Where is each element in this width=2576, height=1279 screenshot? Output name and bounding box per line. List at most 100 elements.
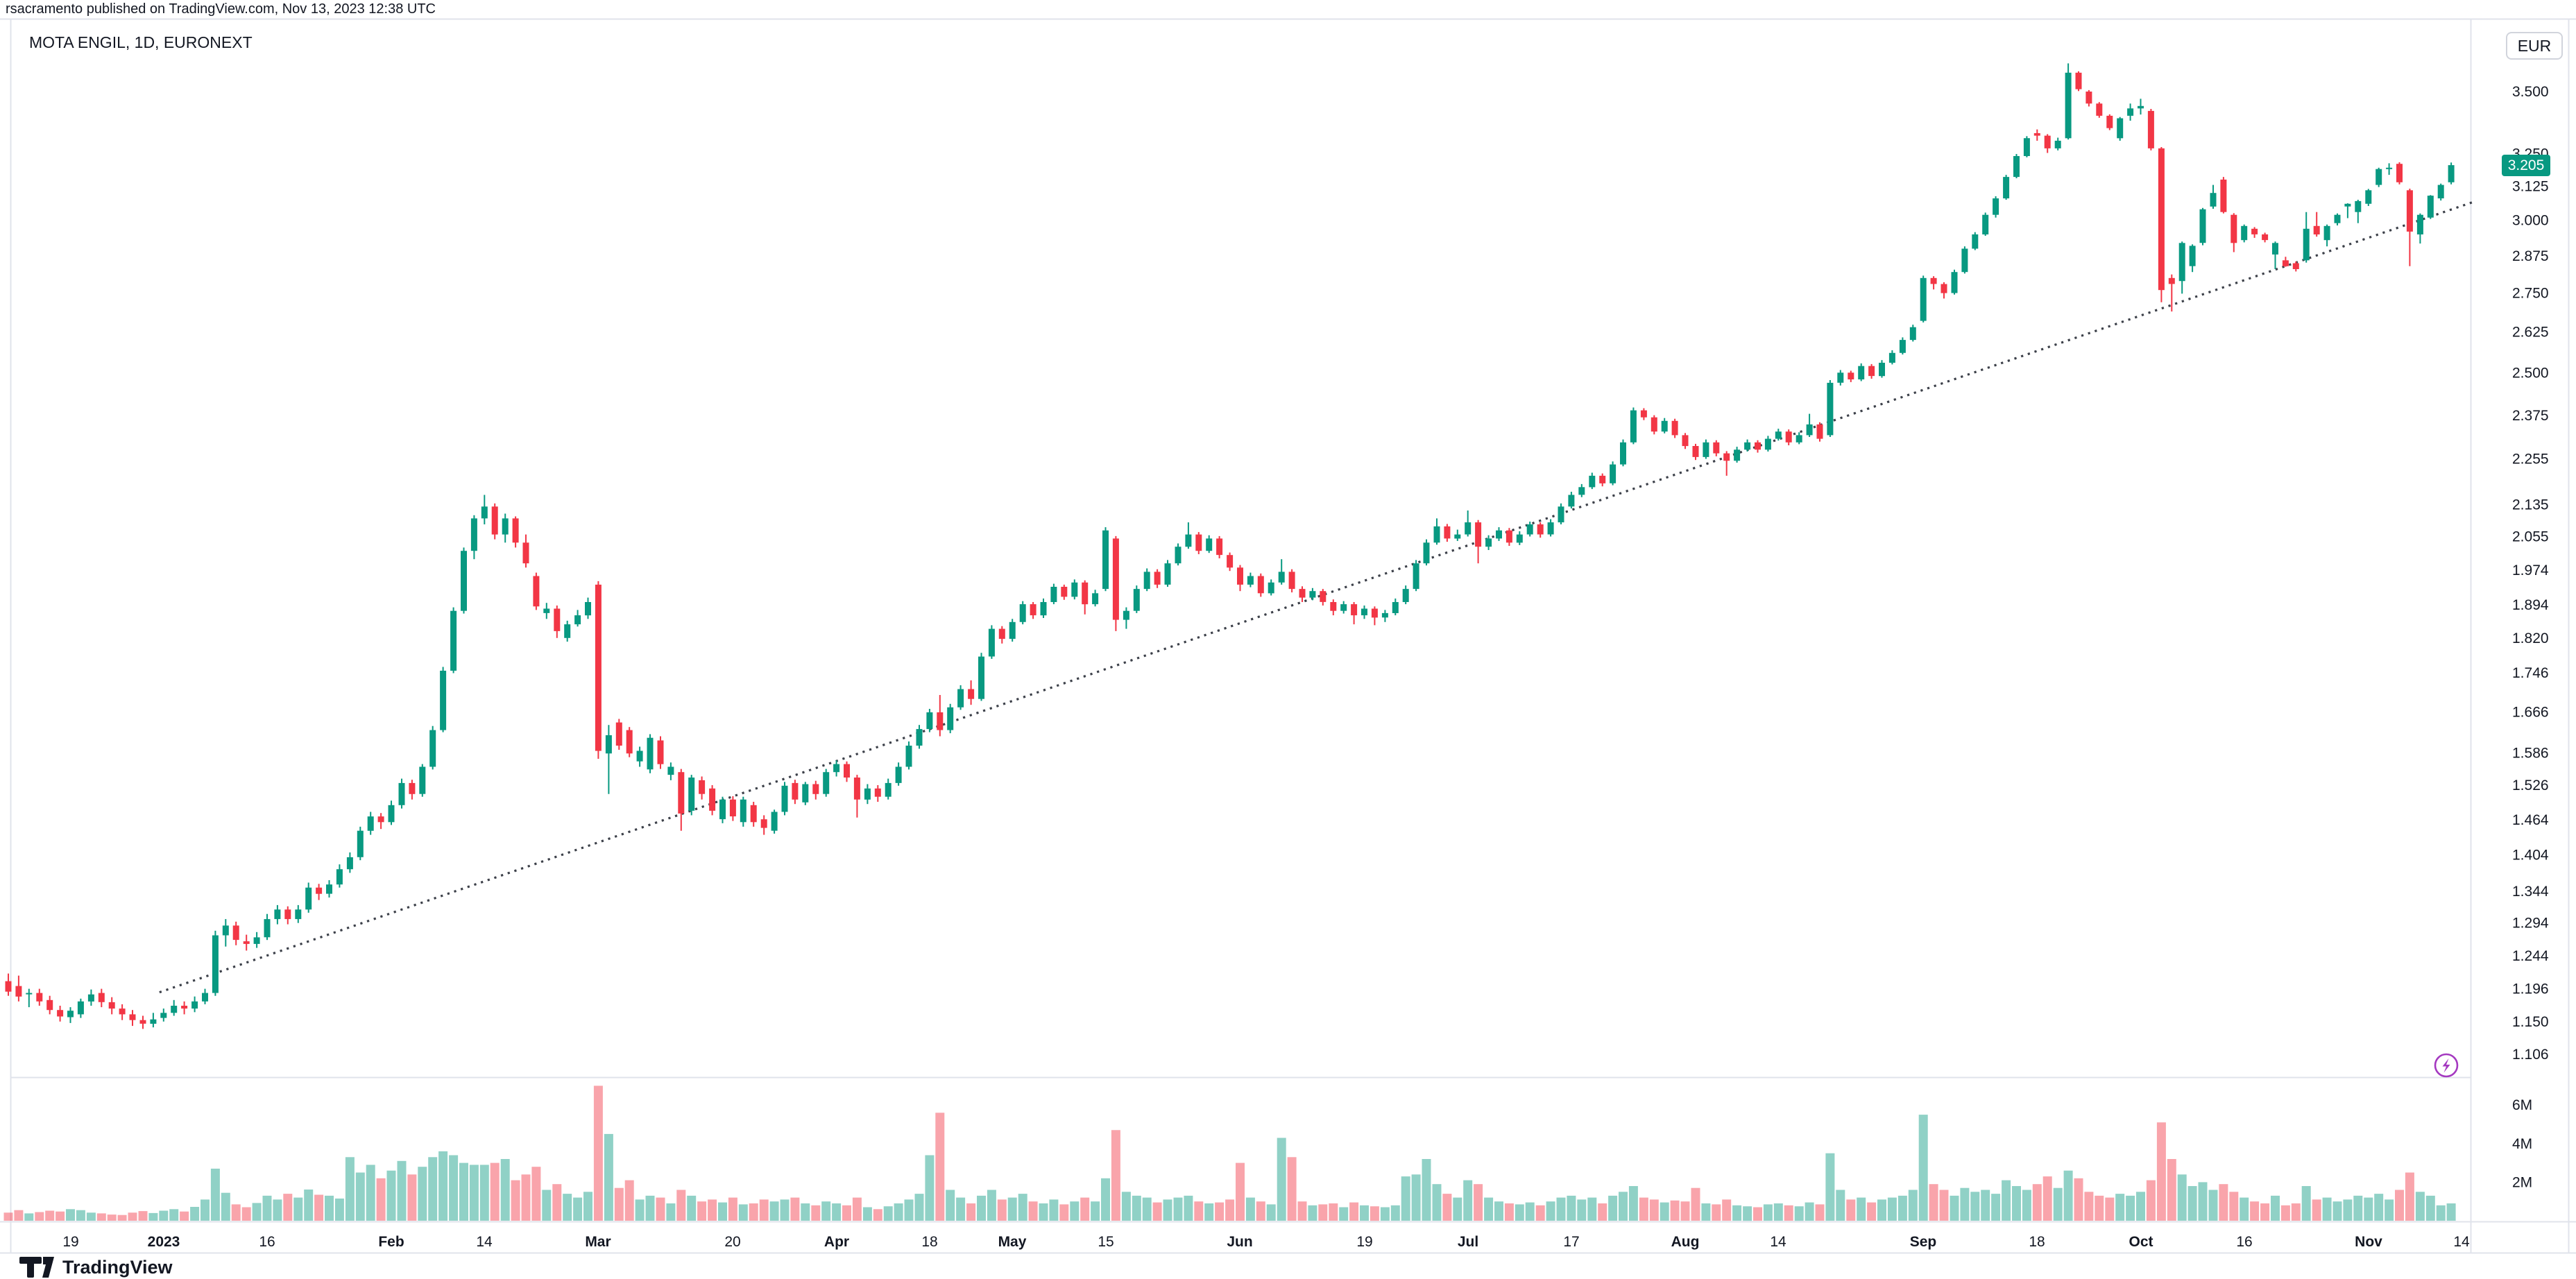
volume-bar xyxy=(1401,1176,1410,1221)
price-tick-label: 1.150 xyxy=(2512,1014,2549,1030)
volume-bar xyxy=(2415,1192,2425,1221)
candle xyxy=(222,919,229,947)
time-tick-label: Oct xyxy=(2129,1234,2153,1250)
candle xyxy=(1940,282,1947,299)
candle xyxy=(957,685,964,710)
candle xyxy=(1009,619,1016,642)
volume-bar xyxy=(2115,1194,2125,1221)
candle xyxy=(2448,162,2455,184)
candle xyxy=(760,815,767,835)
volume-tick-label: 2M xyxy=(2512,1174,2532,1190)
price-tick-label: 1.196 xyxy=(2512,981,2549,997)
volume-bar xyxy=(128,1212,137,1221)
candle xyxy=(781,782,788,816)
volume-bar xyxy=(2053,1187,2063,1221)
volume-pane xyxy=(3,1085,2456,1221)
candle xyxy=(1558,503,1564,524)
flash-button[interactable] xyxy=(2434,1053,2459,1078)
time-tick-label: Jul xyxy=(1458,1234,1478,1250)
volume-bar xyxy=(2074,1178,2083,1221)
volume-bar xyxy=(1101,1178,1110,1221)
volume-bar xyxy=(624,1180,634,1221)
candle xyxy=(108,997,115,1015)
candle xyxy=(2323,224,2330,247)
candle xyxy=(729,796,736,821)
candle xyxy=(1143,568,1150,592)
candle xyxy=(1909,325,1916,342)
brand-label: TradingView xyxy=(62,1256,173,1278)
time-tick-label: Sep xyxy=(1910,1234,1937,1250)
candle xyxy=(1692,443,1699,461)
volume-bar xyxy=(862,1207,872,1221)
volume-bar xyxy=(904,1199,914,1221)
candle xyxy=(1568,492,1575,509)
volume-bar xyxy=(852,1197,862,1221)
candle xyxy=(1858,363,1865,381)
candle xyxy=(2138,98,2144,115)
candle xyxy=(1112,535,1119,631)
volume-bar xyxy=(521,1174,531,1221)
volume-bar xyxy=(2301,1186,2311,1221)
price-tick-label: 2.255 xyxy=(2512,452,2549,467)
volume-bar xyxy=(107,1214,117,1221)
volume-bar xyxy=(397,1160,407,1221)
volume-bar xyxy=(1567,1195,1576,1221)
candle xyxy=(2313,212,2320,237)
volume-bar xyxy=(1163,1199,1172,1221)
candle xyxy=(926,709,933,732)
candle xyxy=(1816,422,1823,442)
candle xyxy=(1299,586,1306,602)
volume-bar xyxy=(169,1209,179,1221)
volume-bar xyxy=(1390,1205,1400,1221)
candle xyxy=(2013,154,2020,178)
price-tick-label: 1.464 xyxy=(2512,812,2549,828)
candle xyxy=(2065,63,2072,140)
volume-bar xyxy=(459,1162,468,1221)
candle xyxy=(5,973,12,996)
volume-bar xyxy=(873,1209,882,1221)
volume-bar xyxy=(96,1213,106,1221)
volume-bar xyxy=(769,1201,779,1221)
volume-bar xyxy=(159,1210,169,1221)
volume-bar xyxy=(1091,1201,1100,1221)
candles-pane xyxy=(5,63,2455,1029)
candle xyxy=(357,826,364,861)
candle xyxy=(1444,524,1451,542)
candle xyxy=(719,796,726,823)
candle xyxy=(595,581,602,759)
currency-button[interactable]: EUR xyxy=(2506,32,2563,60)
time-tick-label: 14 xyxy=(1770,1234,1786,1250)
time-axis[interactable]: 19 2023 16 Feb 14 Mar 20 Apr 18 May 15 Jun 19 Jul 17 Au… xyxy=(62,1234,2470,1250)
candle xyxy=(284,906,291,925)
candle xyxy=(481,495,488,524)
candle xyxy=(874,785,881,802)
price-tick-label: 3.500 xyxy=(2512,84,2549,100)
price-axis[interactable]: 3.5003.2503.1253.0002.8752.7502.6252.500… xyxy=(2512,84,2549,1190)
volume-bar xyxy=(1256,1201,1265,1221)
volume-bar xyxy=(2022,1190,2031,1221)
candle xyxy=(1620,439,1626,467)
volume-bar xyxy=(1111,1130,1120,1221)
candle xyxy=(1433,518,1440,545)
volume-bar xyxy=(1277,1138,1286,1221)
volume-bar xyxy=(418,1167,427,1221)
volume-bar xyxy=(2353,1195,2363,1221)
volume-bar xyxy=(2332,1201,2342,1221)
candle xyxy=(585,597,591,619)
volume-bar xyxy=(511,1180,520,1221)
tradingview-brand[interactable]: TradingView xyxy=(19,1255,173,1279)
price-tick-label: 1.974 xyxy=(2512,563,2549,578)
candle xyxy=(853,775,860,818)
volume-bar xyxy=(728,1197,737,1221)
volume-bar xyxy=(583,1192,592,1221)
volume-bar xyxy=(1670,1200,1680,1221)
volume-bar xyxy=(956,1197,966,1221)
candle xyxy=(1744,439,1751,452)
candle xyxy=(1650,415,1657,435)
time-tick-label: 16 xyxy=(259,1234,275,1250)
price-tick-label: 1.106 xyxy=(2512,1047,2549,1063)
candle xyxy=(2386,163,2393,175)
volume-bar xyxy=(821,1201,831,1221)
volume-bar xyxy=(1722,1199,1732,1221)
